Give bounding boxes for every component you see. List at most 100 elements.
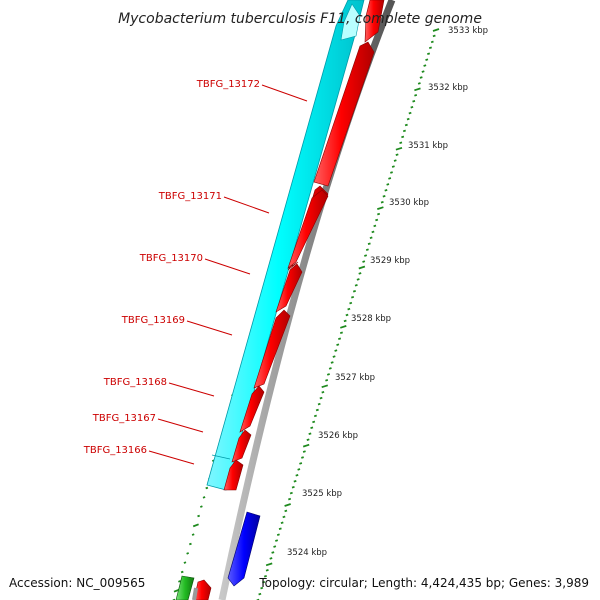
- ruler-dot: [352, 290, 356, 293]
- cyan-gene-top: [340, 3, 361, 41]
- inner-dot: [199, 505, 203, 508]
- cyan-gene-divider: [211, 454, 231, 460]
- ruler-dot: [299, 462, 303, 465]
- ruler-dot: [386, 183, 390, 186]
- ruler-dot: [430, 40, 434, 44]
- ruler-tick-label: 3527 kbp: [335, 373, 375, 383]
- ruler-tick-label: 3532 kbp: [428, 83, 468, 93]
- ruler-dot: [425, 58, 429, 61]
- ruler-major-tick: [321, 384, 329, 389]
- gene-label[interactable]: TBFG_13171: [158, 191, 270, 214]
- gene-label-text[interactable]: TBFG_13170: [139, 253, 203, 264]
- ruler-dot: [263, 575, 267, 578]
- ruler-tick-label: 3530 kbp: [389, 198, 429, 208]
- ruler-major-tick: [358, 265, 366, 270]
- inner-dot: [180, 570, 184, 574]
- gene-label[interactable]: TBFG_13169: [121, 315, 233, 336]
- ruler-dot: [280, 521, 284, 525]
- ruler-tick-label: 3528 kbp: [351, 314, 391, 324]
- ruler-dot: [351, 295, 355, 299]
- inner-dot: [197, 514, 201, 518]
- inner-dot: [191, 533, 195, 536]
- gene-label[interactable]: TBFG_13167: [92, 413, 204, 433]
- ruler-dot: [295, 474, 299, 477]
- ruler-dot: [432, 34, 436, 38]
- ruler-dot: [293, 480, 297, 483]
- ruler-dot: [427, 52, 431, 55]
- inner-dot: [202, 496, 206, 499]
- ruler-dot: [364, 254, 368, 257]
- ruler-major-tick: [377, 206, 384, 210]
- ruler-dot: [315, 408, 319, 412]
- ruler-dot: [410, 105, 414, 109]
- gene-label[interactable]: TBFG_13172: [196, 79, 308, 102]
- gene-leader-line: [261, 84, 308, 102]
- gene-leader-line: [157, 418, 204, 433]
- ruler-tick-label: 3531 kbp: [408, 141, 448, 151]
- red-gene-arrow: [239, 385, 265, 433]
- ruler-dot: [412, 100, 416, 103]
- ruler-dot: [373, 224, 377, 228]
- ruler-major-tick: [414, 87, 421, 92]
- gene-leader-line: [223, 196, 270, 214]
- green-gene-arrow: [175, 575, 195, 600]
- ruler-dot: [419, 76, 423, 79]
- gene-label[interactable]: TBFG_13170: [139, 253, 251, 275]
- ruler-dot: [313, 414, 317, 418]
- ruler-dot: [401, 135, 405, 139]
- ruler-major-tick: [340, 325, 347, 329]
- gene-label-text[interactable]: TBFG_13166: [83, 445, 147, 456]
- ruler-dot: [325, 379, 329, 382]
- gene-label-text[interactable]: TBFG_13167: [92, 413, 156, 424]
- ruler-dot: [358, 272, 362, 275]
- ruler-major-tick: [302, 443, 310, 448]
- gene-label-layer: TBFG_13172 TBFG_13171 TBFG_13170 TBFG_13169…: [83, 79, 308, 465]
- ruler-dot: [339, 331, 343, 335]
- red-gene-arrow: [364, 0, 385, 43]
- blue-gene-arrow: [227, 511, 261, 587]
- ruler-dot: [291, 485, 295, 489]
- red-gene-arrow: [253, 309, 291, 389]
- inner-dot: [188, 542, 192, 546]
- reverse-strand-track: [193, 0, 385, 600]
- gene-leader-line: [168, 382, 215, 397]
- ruler-dot: [414, 94, 418, 97]
- gene-label[interactable]: TBFG_13168: [103, 377, 215, 397]
- inner-dot: [186, 552, 190, 555]
- ruler-dot: [328, 367, 332, 370]
- accession-text: Accession: NC_009565: [9, 576, 145, 590]
- ruler-dot: [317, 402, 321, 406]
- ruler-dot: [276, 533, 280, 536]
- ruler-dot: [262, 580, 266, 584]
- red-gene-arrow: [223, 459, 244, 491]
- ruler-dot: [301, 456, 304, 459]
- ruler-dot: [369, 236, 373, 240]
- ruler-dot: [273, 545, 277, 548]
- ruler-major-tick: [395, 146, 403, 151]
- ruler-dot: [417, 82, 421, 85]
- ruler-dot: [384, 189, 388, 192]
- ruler-dot: [278, 527, 282, 530]
- ruler-dot: [388, 177, 392, 180]
- ruler-tick-label: 3526 kbp: [318, 431, 358, 441]
- gene-label[interactable]: TBFG_13166: [83, 445, 195, 465]
- ruler-dot: [375, 218, 379, 222]
- ruler-dot: [371, 230, 375, 234]
- ruler-dot: [421, 70, 425, 73]
- ruler-dot: [393, 159, 397, 162]
- gene-label-text[interactable]: TBFG_13168: [103, 377, 167, 388]
- genome-summary-text: Topology: circular; Length: 4,424,435 bp…: [258, 576, 589, 590]
- ruler-dot: [338, 337, 342, 340]
- ruler-dot: [306, 438, 310, 441]
- gene-label-text[interactable]: TBFG_13171: [158, 191, 222, 202]
- ruler-tick-label: 3525 kbp: [302, 489, 342, 499]
- gene-label-text[interactable]: TBFG_13172: [196, 79, 260, 90]
- ruler-dot: [391, 165, 395, 168]
- ruler-dot: [423, 64, 427, 67]
- ruler-dot: [428, 46, 432, 50]
- inner-major-mark: [192, 523, 199, 528]
- gene-leader-line: [148, 450, 195, 465]
- ruler-dot: [332, 355, 336, 358]
- ruler-dot: [365, 248, 369, 251]
- gene-label-text[interactable]: TBFG_13169: [121, 315, 185, 326]
